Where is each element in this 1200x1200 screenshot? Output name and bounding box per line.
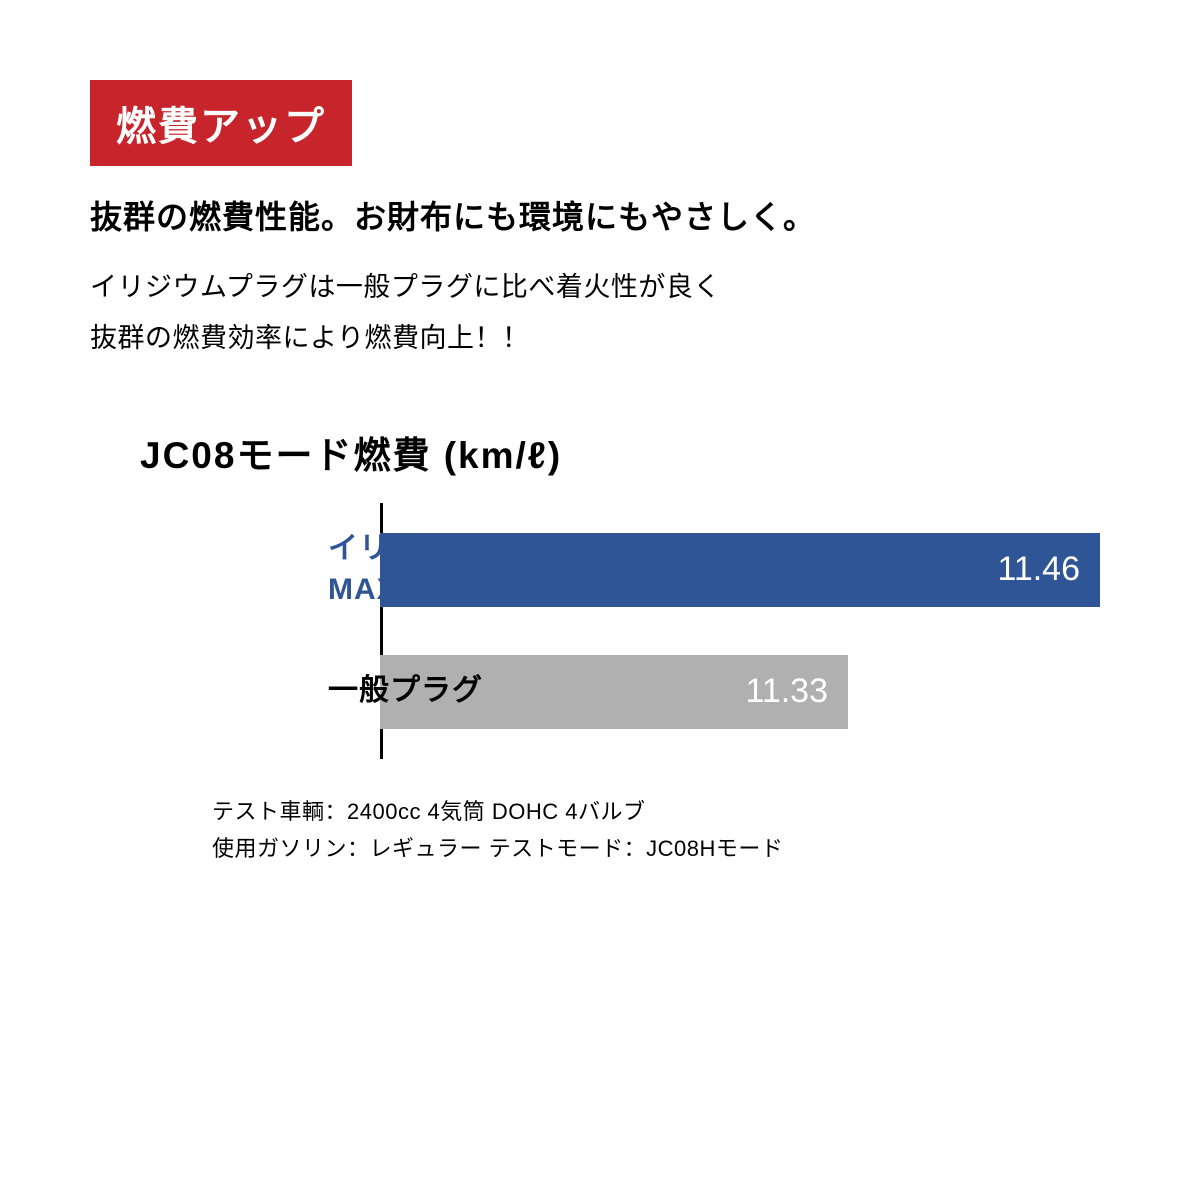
chart-container: JC08モード燃費 (km/ℓ) イリジウム MAXプラグ 11.46 一般プラ… — [90, 425, 1110, 868]
bar-row: イリジウム MAXプラグ 11.46 — [380, 533, 1110, 607]
chart-title: JC08モード燃費 (km/ℓ) — [140, 425, 1110, 479]
bar-label-iridium: イリジウム MAXプラグ — [328, 529, 588, 610]
bar-value: 11.46 — [997, 550, 1080, 589]
subtitle-text: 抜群の燃費性能。お財布にも環境にもやさしく。 — [90, 192, 1110, 238]
footnote-line-2: 使用ガソリン：レギュラー テストモード：JC08Hモード — [212, 830, 1110, 867]
bar-label-line: イリジウム — [328, 532, 483, 565]
bar-row: 一般プラグ 11.33 — [380, 655, 1110, 729]
bar-label-line: MAXプラグ — [328, 573, 491, 606]
description-line-1: イリジウムプラグは一般プラグに比べ着火性が良く — [90, 262, 1110, 313]
footnote-line-1: テスト車輌：2400cc 4気筒 DOHC 4バルブ — [212, 793, 1110, 830]
bar-label-line: 一般プラグ — [328, 674, 483, 707]
bar-value: 11.33 — [745, 672, 828, 711]
bar-label-standard: 一般プラグ — [328, 671, 588, 712]
bar-chart: イリジウム MAXプラグ 11.46 一般プラグ 11.33 — [150, 503, 1110, 759]
chart-footnote: テスト車輌：2400cc 4気筒 DOHC 4バルブ 使用ガソリン：レギュラー … — [212, 793, 1110, 868]
section-badge: 燃費アップ — [90, 80, 352, 166]
description-line-2: 抜群の燃費効率により燃費向上！！ — [90, 313, 1110, 364]
description-block: イリジウムプラグは一般プラグに比べ着火性が良く 抜群の燃費効率により燃費向上！！ — [90, 262, 1110, 365]
